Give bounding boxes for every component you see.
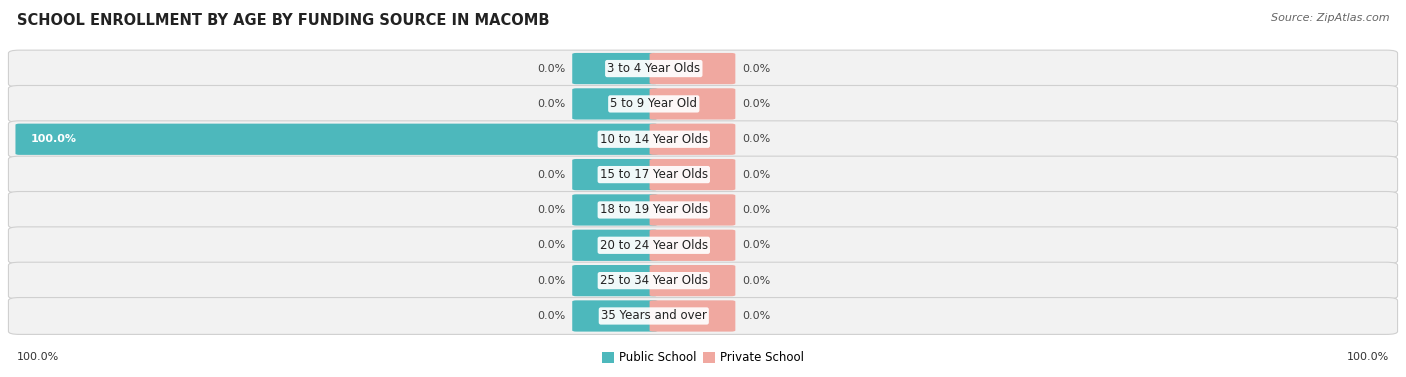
Text: Source: ZipAtlas.com: Source: ZipAtlas.com bbox=[1271, 13, 1389, 23]
FancyBboxPatch shape bbox=[572, 265, 658, 296]
FancyBboxPatch shape bbox=[8, 50, 1398, 87]
FancyBboxPatch shape bbox=[650, 230, 735, 261]
Text: 10 to 14 Year Olds: 10 to 14 Year Olds bbox=[600, 133, 707, 146]
FancyBboxPatch shape bbox=[572, 230, 658, 261]
FancyBboxPatch shape bbox=[572, 300, 658, 332]
FancyBboxPatch shape bbox=[650, 53, 735, 84]
Text: 0.0%: 0.0% bbox=[537, 311, 565, 321]
Text: 0.0%: 0.0% bbox=[742, 205, 770, 215]
Text: 18 to 19 Year Olds: 18 to 19 Year Olds bbox=[600, 204, 707, 216]
FancyBboxPatch shape bbox=[650, 194, 735, 225]
Text: 5 to 9 Year Old: 5 to 9 Year Old bbox=[610, 97, 697, 110]
FancyBboxPatch shape bbox=[8, 227, 1398, 264]
FancyBboxPatch shape bbox=[8, 156, 1398, 193]
Text: 0.0%: 0.0% bbox=[742, 240, 770, 250]
Text: 0.0%: 0.0% bbox=[537, 99, 565, 109]
Text: 100.0%: 100.0% bbox=[31, 134, 77, 144]
Text: 25 to 34 Year Olds: 25 to 34 Year Olds bbox=[600, 274, 707, 287]
Text: 0.0%: 0.0% bbox=[537, 276, 565, 286]
Text: 100.0%: 100.0% bbox=[17, 352, 59, 362]
FancyBboxPatch shape bbox=[572, 194, 658, 225]
Text: 0.0%: 0.0% bbox=[537, 64, 565, 74]
FancyBboxPatch shape bbox=[572, 159, 658, 190]
FancyBboxPatch shape bbox=[650, 300, 735, 332]
FancyBboxPatch shape bbox=[650, 88, 735, 120]
Text: 0.0%: 0.0% bbox=[742, 170, 770, 179]
FancyBboxPatch shape bbox=[650, 159, 735, 190]
Text: 0.0%: 0.0% bbox=[742, 64, 770, 74]
Text: 0.0%: 0.0% bbox=[537, 170, 565, 179]
Legend: Public School, Private School: Public School, Private School bbox=[598, 347, 808, 369]
FancyBboxPatch shape bbox=[8, 86, 1398, 122]
Text: SCHOOL ENROLLMENT BY AGE BY FUNDING SOURCE IN MACOMB: SCHOOL ENROLLMENT BY AGE BY FUNDING SOUR… bbox=[17, 13, 550, 28]
Text: 3 to 4 Year Olds: 3 to 4 Year Olds bbox=[607, 62, 700, 75]
Text: 20 to 24 Year Olds: 20 to 24 Year Olds bbox=[600, 239, 707, 252]
FancyBboxPatch shape bbox=[572, 53, 658, 84]
FancyBboxPatch shape bbox=[15, 124, 658, 155]
Text: 0.0%: 0.0% bbox=[742, 134, 770, 144]
FancyBboxPatch shape bbox=[650, 124, 735, 155]
Text: 0.0%: 0.0% bbox=[742, 276, 770, 286]
FancyBboxPatch shape bbox=[8, 192, 1398, 228]
FancyBboxPatch shape bbox=[8, 297, 1398, 334]
Text: 35 Years and over: 35 Years and over bbox=[600, 310, 707, 322]
Text: 0.0%: 0.0% bbox=[742, 311, 770, 321]
Text: 15 to 17 Year Olds: 15 to 17 Year Olds bbox=[600, 168, 707, 181]
FancyBboxPatch shape bbox=[8, 121, 1398, 158]
Text: 0.0%: 0.0% bbox=[537, 240, 565, 250]
Text: 0.0%: 0.0% bbox=[742, 99, 770, 109]
Text: 0.0%: 0.0% bbox=[537, 205, 565, 215]
Text: 100.0%: 100.0% bbox=[1347, 352, 1389, 362]
FancyBboxPatch shape bbox=[650, 265, 735, 296]
FancyBboxPatch shape bbox=[8, 262, 1398, 299]
FancyBboxPatch shape bbox=[572, 88, 658, 120]
